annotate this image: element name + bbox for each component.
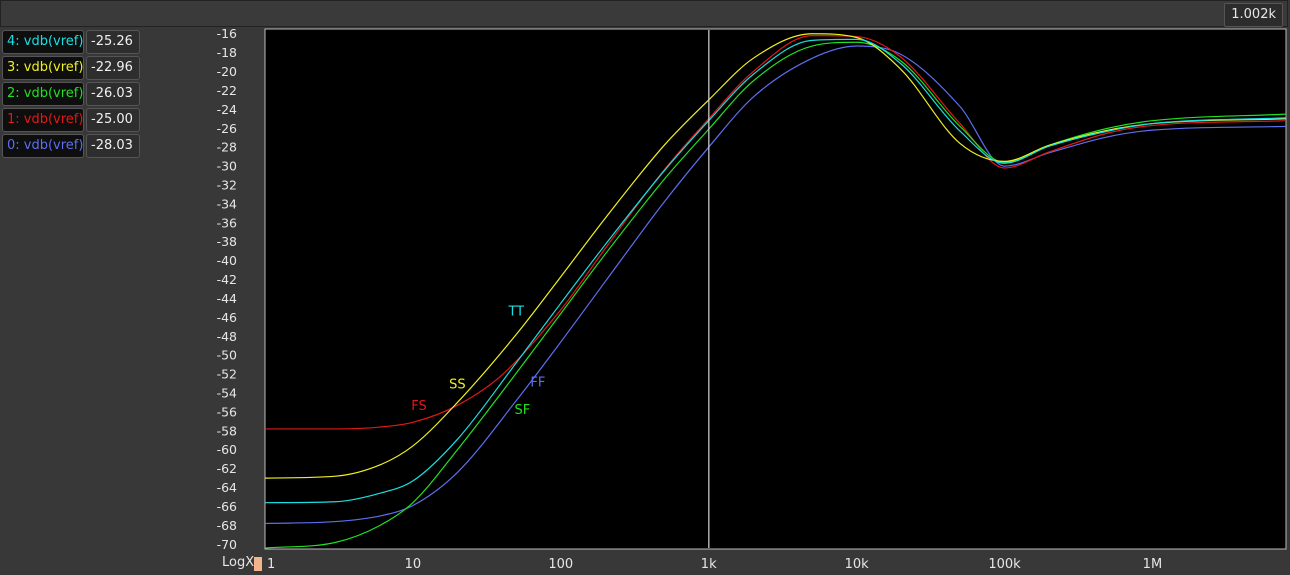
y-tick-label: -66 <box>217 499 237 514</box>
y-tick-label: -16 <box>217 26 237 41</box>
y-tick-label: -30 <box>217 159 237 174</box>
y-tick-label: -38 <box>217 234 237 249</box>
y-tick-label: -68 <box>217 518 237 533</box>
x-scale-mode-label[interactable]: LogX <box>222 555 255 570</box>
x-tick-label: 1M <box>1143 557 1163 572</box>
series-3-line <box>264 33 1287 479</box>
y-axis-ticks: -16 -18 -20 -22 -24 -26 -28 -30 -32 -34 -36 -38 -40 -… <box>217 26 237 552</box>
annotation-group: TT SS FS FF SF <box>411 304 545 417</box>
corner-annotation: FS <box>411 399 427 414</box>
y-tick-label: -58 <box>217 423 237 438</box>
series-0-line <box>264 45 1287 525</box>
y-tick-label: -36 <box>217 215 237 230</box>
trace-value: -25.26 <box>86 30 140 54</box>
y-tick-label: -24 <box>217 102 237 117</box>
y-tick-label: -60 <box>217 442 237 457</box>
trace-value: -28.03 <box>86 134 140 158</box>
x-tick-label: 1k <box>701 557 717 572</box>
y-tick-label: -70 <box>217 537 237 552</box>
y-tick-label: -52 <box>217 367 237 382</box>
trace-label[interactable]: 1: vdb(vref) <box>2 108 84 132</box>
series-1-line <box>265 35 1287 430</box>
y-tick-label: -26 <box>217 121 237 136</box>
y-tick-label: -62 <box>217 461 237 476</box>
y-tick-label: -46 <box>217 310 237 325</box>
trace-label[interactable]: 3: vdb(vref) <box>2 56 84 80</box>
corner-annotation: TT <box>507 304 524 319</box>
trace-value: -26.03 <box>86 82 140 106</box>
y-tick-label: -56 <box>217 404 237 419</box>
x-tick-label: 1 <box>267 557 275 572</box>
series-4-line <box>264 38 1287 504</box>
x-scale-toggle[interactable] <box>254 557 262 571</box>
y-tick-label: -40 <box>217 253 237 268</box>
x-axis-ticks: 1 10 100 1k 10k 100k 1M <box>267 557 1162 572</box>
series-group <box>264 33 1287 549</box>
top-toolbar: 1.002k <box>0 0 1288 27</box>
x-tick-label: 100 <box>548 557 573 572</box>
y-tick-label: -32 <box>217 178 237 193</box>
y-tick-label: -18 <box>217 45 237 60</box>
x-tick-label: 10 <box>405 557 422 572</box>
y-tick-label: -28 <box>217 140 237 155</box>
y-tick-label: -44 <box>217 291 237 306</box>
y-tick-label: -20 <box>217 64 237 79</box>
corner-annotation: SF <box>515 403 531 418</box>
trace-value: -25.00 <box>86 108 140 132</box>
y-tick-label: -54 <box>217 386 237 401</box>
y-tick-label: -48 <box>217 329 237 344</box>
trace-label[interactable]: 2: vdb(vref) <box>2 82 84 106</box>
trace-label[interactable]: 4: vdb(vref) <box>2 30 84 54</box>
x-tick-label: 100k <box>988 557 1021 572</box>
trace-label[interactable]: 0: vdb(vref) <box>2 134 84 158</box>
x-tick-label: 10k <box>845 557 870 572</box>
plot-area[interactable] <box>264 28 1287 550</box>
y-tick-label: -42 <box>217 272 237 287</box>
cursor-x-readout[interactable]: 1.002k <box>1224 3 1283 27</box>
corner-annotation: SS <box>449 377 466 392</box>
corner-annotation: FF <box>530 375 545 390</box>
y-tick-label: -64 <box>217 480 237 495</box>
trace-value: -22.96 <box>86 56 140 80</box>
y-tick-label: -34 <box>217 196 237 211</box>
y-tick-label: -22 <box>217 83 237 98</box>
y-tick-label: -50 <box>217 348 237 363</box>
